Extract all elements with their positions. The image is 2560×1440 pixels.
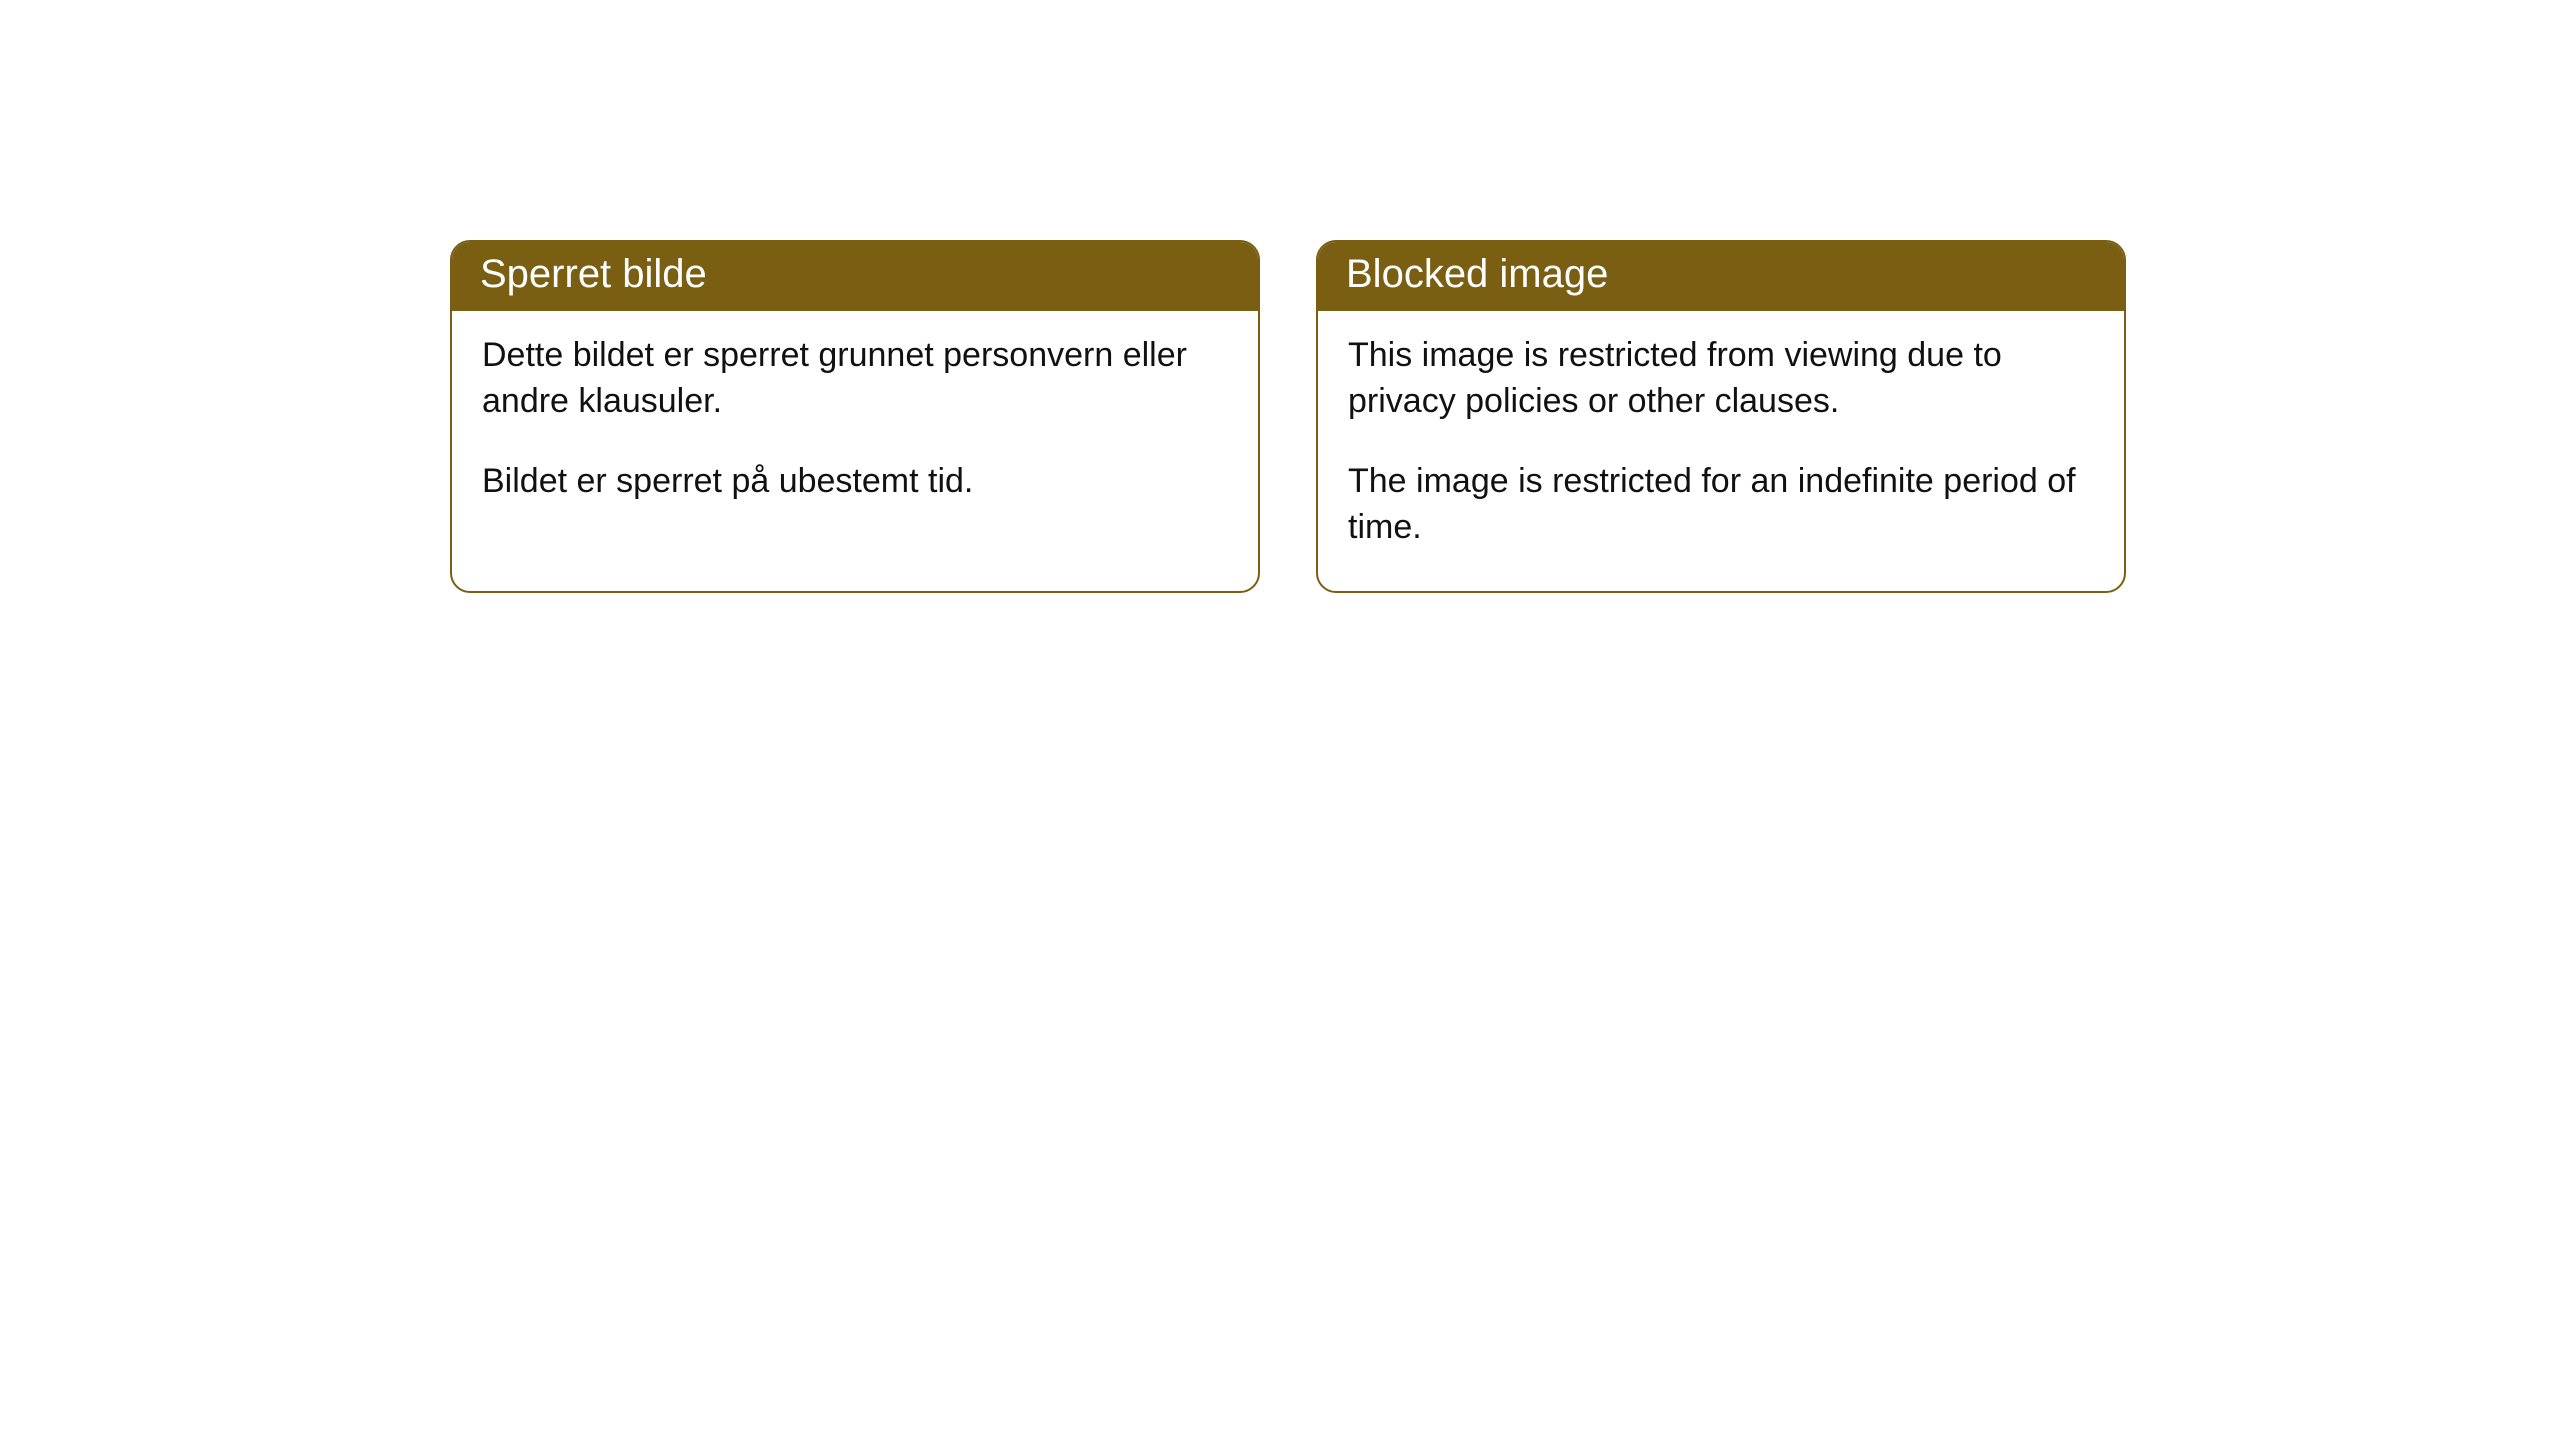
notice-card-english: Blocked image This image is restricted f… bbox=[1316, 240, 2126, 593]
card-title: Sperret bilde bbox=[452, 242, 1258, 311]
notice-card-row: Sperret bilde Dette bildet er sperret gr… bbox=[450, 240, 2126, 593]
card-body: This image is restricted from viewing du… bbox=[1318, 311, 2124, 591]
card-paragraph: Bildet er sperret på ubestemt tid. bbox=[482, 459, 1228, 505]
card-paragraph: The image is restricted for an indefinit… bbox=[1348, 459, 2094, 551]
notice-card-norwegian: Sperret bilde Dette bildet er sperret gr… bbox=[450, 240, 1260, 593]
card-body: Dette bildet er sperret grunnet personve… bbox=[452, 311, 1258, 545]
card-title: Blocked image bbox=[1318, 242, 2124, 311]
card-paragraph: This image is restricted from viewing du… bbox=[1348, 333, 2094, 425]
card-paragraph: Dette bildet er sperret grunnet personve… bbox=[482, 333, 1228, 425]
